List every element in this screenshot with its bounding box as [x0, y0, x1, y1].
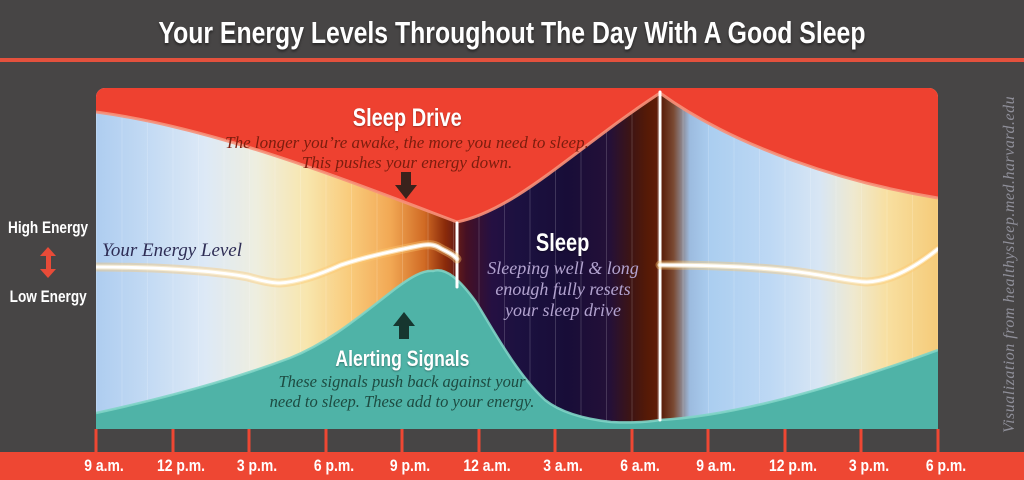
time-tick-label: 3 p.m.	[236, 456, 278, 475]
axis-tick	[171, 429, 175, 452]
axis-tick	[706, 429, 710, 452]
down-arrow-icon	[395, 172, 417, 199]
up-arrow-icon	[393, 312, 415, 339]
header: Your Energy Levels Throughout The Day Wi…	[0, 10, 1024, 56]
time-tick-label: 9 a.m.	[696, 456, 737, 475]
time-tick-label: 12 p.m.	[156, 456, 205, 475]
time-tick-label: 9 p.m.	[390, 456, 431, 475]
sleep-desc-1: Sleeping well & long	[487, 258, 639, 278]
axis-tick	[859, 429, 863, 452]
alerting-title: Alerting Signals	[335, 346, 469, 371]
alerting-desc-1: These signals push back against your	[278, 372, 526, 391]
alerting-signals-edge-highlight	[96, 269, 938, 424]
sleep-desc-2: enough fully resets	[495, 279, 631, 299]
axis-tick	[630, 429, 634, 452]
chart-shapes	[96, 88, 938, 429]
time-tick-label: 3 p.m.	[849, 456, 890, 475]
time-tick-label: 6 p.m.	[925, 456, 967, 475]
energy-line-label: Your Energy Level	[102, 240, 243, 261]
sleep-drive-title: Sleep Drive	[352, 104, 462, 132]
axis-tick	[553, 429, 557, 452]
attribution-text: Visualization from healthysleep.med.harv…	[1001, 95, 1018, 433]
page-title: Your Energy Levels Throughout The Day Wi…	[158, 15, 866, 50]
time-axis-labels: 9 a.m. 12 p.m. 3 p.m. 6 p.m. 9 p.m. 12 a…	[84, 452, 966, 480]
time-tick-label: 6 p.m.	[313, 456, 354, 475]
axis-tick	[400, 429, 404, 452]
time-tick-label: 3 a.m.	[543, 456, 584, 475]
alerting-signals-area	[96, 270, 938, 429]
time-axis-bar	[0, 452, 1024, 480]
axis-tick	[783, 429, 787, 452]
sleep-title: Sleep	[536, 229, 590, 257]
title-underline	[0, 58, 1024, 62]
time-tick-label: 12 p.m.	[768, 456, 817, 475]
axis-tick	[936, 429, 940, 452]
sleep-desc-3: your sleep drive	[505, 300, 621, 320]
axis-ticks	[94, 429, 940, 452]
low-energy-label: Low Energy	[9, 287, 87, 306]
alerting-desc-2: need to sleep. These add to your energy.	[269, 392, 535, 411]
chart-plot-area: Sleep Drive The longer you’re awake, the…	[96, 88, 938, 429]
energy-axis: High Energy Low Energy	[0, 218, 96, 307]
axis-tick	[477, 429, 481, 452]
high-energy-label: High Energy	[7, 218, 89, 237]
energy-line-day1	[96, 240, 462, 288]
axis-tick	[94, 429, 98, 452]
alerting-arrow	[393, 312, 415, 339]
time-tick-label: 9 a.m.	[84, 456, 124, 475]
sleep-drive-desc-2: This pushes your energy down.	[301, 153, 513, 172]
axis-tick	[324, 429, 328, 452]
axis-tick	[247, 429, 251, 452]
sleep-drive-edge-highlight	[96, 91, 938, 224]
time-tick-label: 12 a.m.	[463, 456, 511, 475]
alerting-annotation: Alerting Signals These signals push back…	[270, 346, 535, 412]
time-tick-label: 6 a.m.	[620, 456, 660, 475]
sleep-drive-area	[96, 88, 938, 222]
energy-range-arrow-icon	[40, 247, 56, 278]
sleep-annotation: Sleep Sleeping well & long enough fully …	[487, 229, 638, 321]
sleep-drive-annotation: Sleep Drive The longer you’re awake, the…	[225, 104, 589, 173]
sleep-drive-arrow	[395, 172, 417, 199]
sleep-drive-desc-1: The longer you’re awake, the more you ne…	[225, 133, 589, 152]
energy-line-day2	[655, 244, 938, 287]
